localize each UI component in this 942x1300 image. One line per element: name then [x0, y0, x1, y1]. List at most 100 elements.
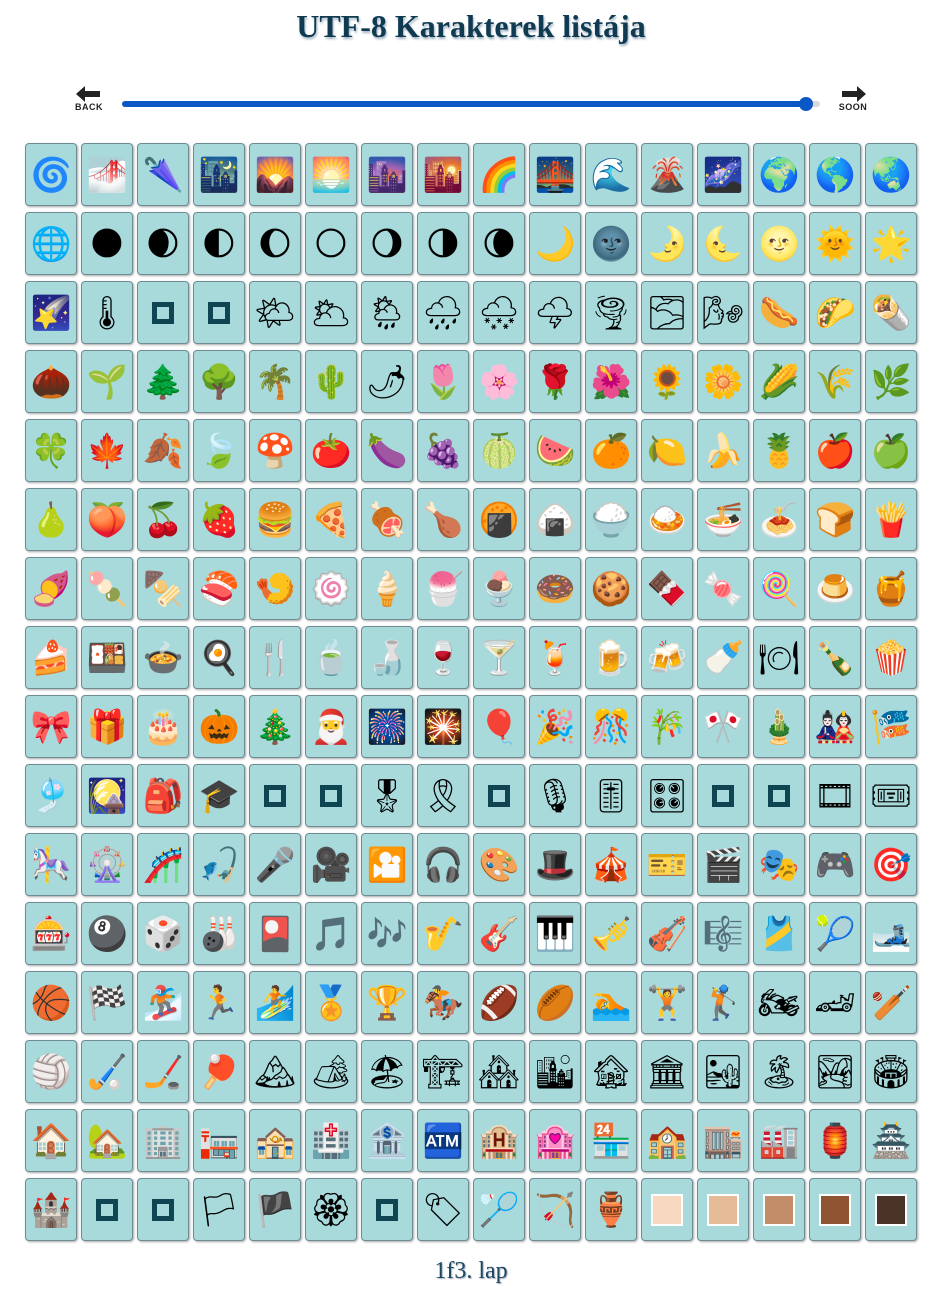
- char-cell[interactable]: 🍒: [137, 488, 189, 551]
- char-cell[interactable]: 🏒: [137, 1040, 189, 1103]
- char-cell[interactable]: 🎈: [473, 695, 525, 758]
- char-cell[interactable]: 🌑: [81, 212, 133, 275]
- char-cell[interactable]: 🍻: [641, 626, 693, 689]
- char-cell[interactable]: 🍢: [137, 557, 189, 620]
- char-cell[interactable]: 🏕: [305, 1040, 357, 1103]
- char-cell[interactable]: 🏂: [137, 971, 189, 1034]
- char-cell[interactable]: 🌀: [25, 143, 77, 206]
- char-cell[interactable]: [697, 764, 749, 827]
- char-cell[interactable]: 🌤: [249, 281, 301, 344]
- char-cell[interactable]: 🍣: [193, 557, 245, 620]
- char-cell[interactable]: 🏩: [529, 1109, 581, 1172]
- char-cell[interactable]: 🍟: [865, 488, 917, 551]
- char-cell[interactable]: 🌹: [529, 350, 581, 413]
- char-cell[interactable]: 🍓: [193, 488, 245, 551]
- char-cell[interactable]: 🎤: [249, 833, 301, 896]
- char-cell[interactable]: 🌃: [193, 143, 245, 206]
- char-cell[interactable]: 🎧: [417, 833, 469, 896]
- char-cell[interactable]: 🌞: [809, 212, 861, 275]
- char-cell[interactable]: [865, 1178, 917, 1241]
- char-cell[interactable]: 🏔: [249, 1040, 301, 1103]
- char-cell[interactable]: 🍛: [641, 488, 693, 551]
- char-cell[interactable]: 🏹: [529, 1178, 581, 1241]
- char-cell[interactable]: 🍙: [529, 488, 581, 551]
- char-cell[interactable]: [81, 1178, 133, 1241]
- char-cell[interactable]: 🌌: [697, 143, 749, 206]
- char-cell[interactable]: 🎨: [473, 833, 525, 896]
- char-cell[interactable]: 🎆: [361, 695, 413, 758]
- char-cell[interactable]: 🌳: [193, 350, 245, 413]
- char-cell[interactable]: 🎒: [137, 764, 189, 827]
- char-cell[interactable]: 🎚: [585, 764, 637, 827]
- char-cell[interactable]: 🏨: [473, 1109, 525, 1172]
- char-cell[interactable]: 🏆: [361, 971, 413, 1034]
- char-cell[interactable]: 🍃: [193, 419, 245, 482]
- char-cell[interactable]: 🌊: [585, 143, 637, 206]
- char-cell[interactable]: 🏉: [529, 971, 581, 1034]
- char-cell[interactable]: 🏋: [641, 971, 693, 1034]
- char-cell[interactable]: 🎓: [193, 764, 245, 827]
- char-cell[interactable]: 🌡: [81, 281, 133, 344]
- char-cell[interactable]: 🍿: [865, 626, 917, 689]
- char-cell[interactable]: 🏢: [137, 1109, 189, 1172]
- char-cell[interactable]: 🍼: [697, 626, 749, 689]
- char-cell[interactable]: 🏛: [641, 1040, 693, 1103]
- char-cell[interactable]: 🏀: [25, 971, 77, 1034]
- char-cell[interactable]: 🍕: [305, 488, 357, 551]
- char-cell[interactable]: 🏏: [865, 971, 917, 1034]
- char-cell[interactable]: 🎉: [529, 695, 581, 758]
- char-cell[interactable]: 🏦: [361, 1109, 413, 1172]
- char-cell[interactable]: 🍎: [809, 419, 861, 482]
- char-cell[interactable]: 🏍: [753, 971, 805, 1034]
- char-cell[interactable]: 🏤: [249, 1109, 301, 1172]
- char-cell[interactable]: 🎟: [865, 764, 917, 827]
- char-cell[interactable]: 🍄: [249, 419, 301, 482]
- char-cell[interactable]: 🌫: [641, 281, 693, 344]
- char-cell[interactable]: 🎲: [137, 902, 189, 965]
- char-cell[interactable]: 🏳: [193, 1178, 245, 1241]
- char-cell[interactable]: 🎷: [417, 902, 469, 965]
- char-cell[interactable]: 🎥: [305, 833, 357, 896]
- char-cell[interactable]: 🌲: [137, 350, 189, 413]
- char-cell[interactable]: 🏘: [473, 1040, 525, 1103]
- char-cell[interactable]: 🌸: [473, 350, 525, 413]
- char-cell[interactable]: 🌘: [473, 212, 525, 275]
- char-cell[interactable]: 🍺: [585, 626, 637, 689]
- char-cell[interactable]: 🏈: [473, 971, 525, 1034]
- char-cell[interactable]: 🏺: [585, 1178, 637, 1241]
- char-cell[interactable]: 🌩: [529, 281, 581, 344]
- char-cell[interactable]: 🏣: [193, 1109, 245, 1172]
- char-cell[interactable]: 🍐: [25, 488, 77, 551]
- char-cell[interactable]: 🍌: [697, 419, 749, 482]
- char-cell[interactable]: 🎿: [865, 902, 917, 965]
- char-cell[interactable]: 🍜: [697, 488, 749, 551]
- char-cell[interactable]: 🎴: [249, 902, 301, 965]
- char-cell[interactable]: 🌶: [361, 350, 413, 413]
- char-cell[interactable]: 🏴: [249, 1178, 301, 1241]
- char-cell[interactable]: 🏎: [809, 971, 861, 1034]
- char-cell[interactable]: 🏰: [25, 1178, 77, 1241]
- char-cell[interactable]: 🌮: [809, 281, 861, 344]
- char-cell[interactable]: 🎠: [25, 833, 77, 896]
- char-cell[interactable]: [305, 764, 357, 827]
- char-cell[interactable]: 🏇: [417, 971, 469, 1034]
- char-cell[interactable]: [193, 281, 245, 344]
- char-cell[interactable]: 🎮: [809, 833, 861, 896]
- char-cell[interactable]: 🎃: [193, 695, 245, 758]
- char-cell[interactable]: 🏗: [417, 1040, 469, 1103]
- char-cell[interactable]: [137, 1178, 189, 1241]
- char-cell[interactable]: 🎐: [25, 764, 77, 827]
- char-cell[interactable]: 🍝: [753, 488, 805, 551]
- char-cell[interactable]: 🏥: [305, 1109, 357, 1172]
- char-cell[interactable]: [137, 281, 189, 344]
- char-cell[interactable]: 🍋: [641, 419, 693, 482]
- char-cell[interactable]: 🏓: [193, 1040, 245, 1103]
- char-cell[interactable]: 🌁: [81, 143, 133, 206]
- char-cell[interactable]: [809, 1178, 861, 1241]
- char-cell[interactable]: 🍰: [25, 626, 77, 689]
- char-cell[interactable]: 🌇: [417, 143, 469, 206]
- char-cell[interactable]: 🍘: [473, 488, 525, 551]
- char-cell[interactable]: 🎏: [865, 695, 917, 758]
- char-cell[interactable]: [753, 764, 805, 827]
- char-cell[interactable]: 🌓: [193, 212, 245, 275]
